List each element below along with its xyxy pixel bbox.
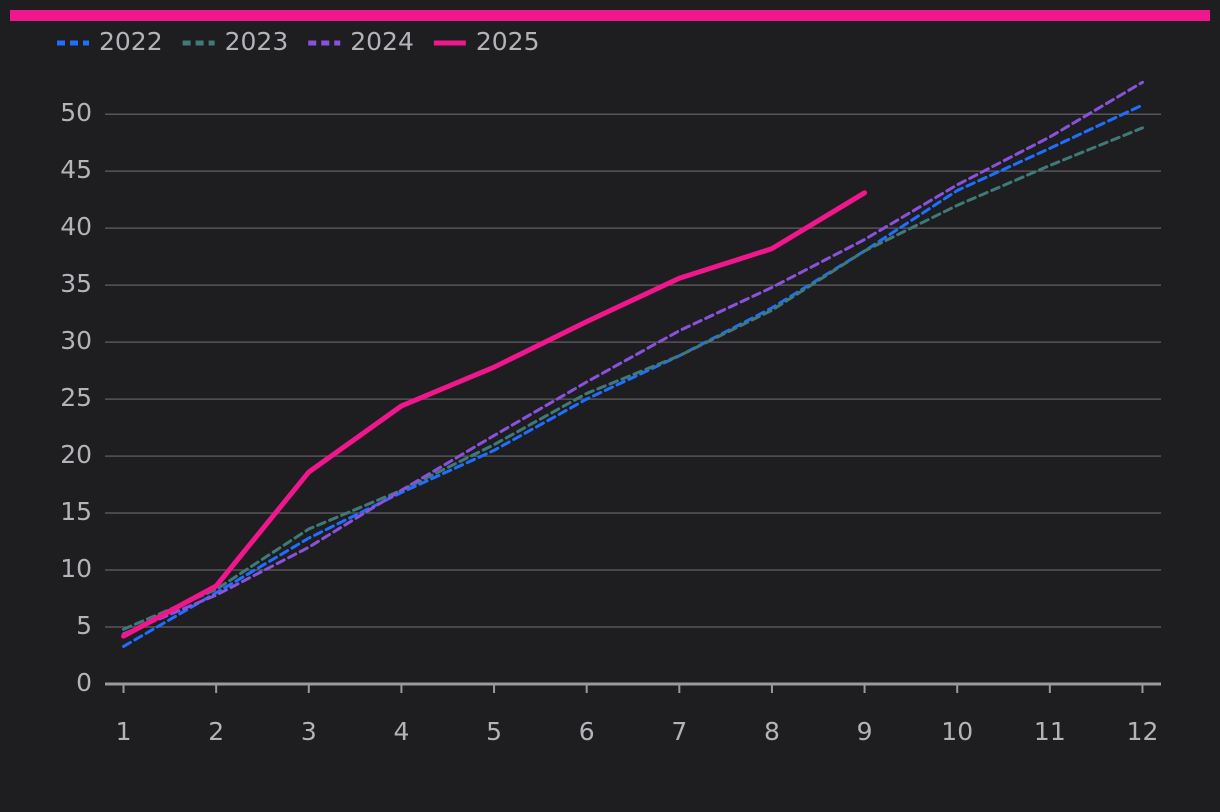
series-line <box>122 80 1144 636</box>
y-tick-label: 10 <box>60 554 92 583</box>
legend-label: 2023 <box>225 27 289 56</box>
y-tick-label: 5 <box>76 611 92 640</box>
y-tick-label: 50 <box>60 98 92 127</box>
y-tick-label: 35 <box>60 269 92 298</box>
y-tick-label: 40 <box>60 212 92 241</box>
x-tick-label: 4 <box>393 717 409 746</box>
y-tick-label: 30 <box>60 326 92 355</box>
x-tick-label: 2 <box>208 717 224 746</box>
x-tick-label: 9 <box>857 717 873 746</box>
x-tick-label: 12 <box>1127 717 1159 746</box>
legend-label: 2025 <box>476 27 540 56</box>
x-tick-label: 11 <box>1034 717 1066 746</box>
x-tick-label: 8 <box>764 717 780 746</box>
y-tick-label: 15 <box>60 497 92 526</box>
legend-label: 2022 <box>99 27 163 56</box>
series-line <box>122 126 1144 631</box>
top-bar <box>10 10 1210 21</box>
x-tick-label: 7 <box>671 717 687 746</box>
series-line <box>122 103 1144 648</box>
x-tick-label: 3 <box>301 717 317 746</box>
legend-label: 2024 <box>350 27 414 56</box>
y-tick-label: 20 <box>60 440 92 469</box>
y-tick-label: 25 <box>60 383 92 412</box>
y-tick-label: 45 <box>60 155 92 184</box>
x-tick-label: 10 <box>941 717 973 746</box>
x-tick-label: 5 <box>486 717 502 746</box>
y-tick-label: 0 <box>76 668 92 697</box>
series-line <box>121 190 868 639</box>
x-tick-label: 1 <box>116 717 132 746</box>
x-tick-label: 6 <box>579 717 595 746</box>
